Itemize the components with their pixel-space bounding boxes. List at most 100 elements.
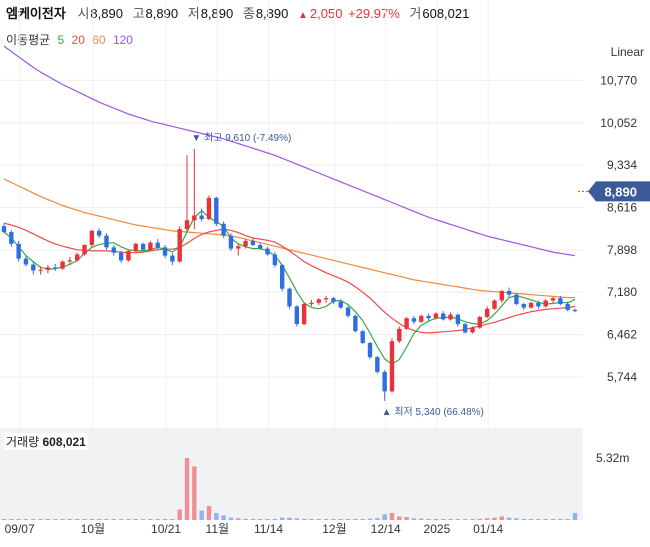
candle-body xyxy=(104,235,109,248)
volume-value: 608,021 xyxy=(422,6,470,21)
volume-bar xyxy=(170,519,175,520)
volume-bar xyxy=(279,517,285,520)
candle-body xyxy=(345,307,351,316)
volume-bar xyxy=(375,518,380,520)
candle-body xyxy=(272,254,278,266)
candle-body xyxy=(309,302,314,305)
volume-bar xyxy=(360,518,365,520)
candle-body xyxy=(572,309,578,312)
ma120-line xyxy=(3,45,576,257)
candle-body xyxy=(9,232,14,244)
volume-bar xyxy=(543,519,548,520)
volume-bar xyxy=(419,518,424,520)
volume-bar xyxy=(309,519,314,520)
ma-legend-60[interactable]: 60 xyxy=(92,33,106,47)
y-tick-label: 7,898 xyxy=(607,243,637,257)
candle-body xyxy=(353,315,358,332)
candle-body xyxy=(492,300,497,309)
volume-bar xyxy=(338,519,343,520)
candle-body xyxy=(470,327,475,333)
candle-body xyxy=(16,243,21,259)
candle-body xyxy=(448,314,453,320)
ma-legend-5[interactable]: 5 xyxy=(57,33,65,47)
open-label: 시 xyxy=(77,6,90,21)
ma-legend-20[interactable]: 20 xyxy=(71,33,85,47)
candle-body xyxy=(126,250,131,261)
volume-label: 거 xyxy=(409,6,422,21)
volume-bar xyxy=(448,519,453,520)
y-tick-label: 9,334 xyxy=(607,158,637,172)
volume-bar xyxy=(82,519,87,520)
volume-panel-bg xyxy=(0,428,583,520)
candle-body xyxy=(162,247,168,256)
ma-legend-120[interactable]: 120 xyxy=(112,33,133,47)
volume-bar xyxy=(353,518,358,520)
volume-bar xyxy=(528,519,534,520)
candle-body xyxy=(53,267,58,269)
candle-body xyxy=(419,315,424,322)
volume-bar xyxy=(411,518,417,520)
y-tick-label: 6,462 xyxy=(607,328,637,342)
candle-body xyxy=(199,215,204,220)
candle-body xyxy=(31,264,36,271)
candle-body xyxy=(1,226,7,233)
stock-header: 엠케이전자 시8,890 고8,890 저8,890 종8,890 ▲ 2,050… xyxy=(6,3,475,22)
candle-body xyxy=(67,260,73,262)
volume-bar xyxy=(367,518,373,520)
candle-body xyxy=(433,313,439,319)
candle-body xyxy=(338,301,343,308)
volume-bar xyxy=(148,519,153,520)
candle-body xyxy=(60,261,65,269)
volume-bar xyxy=(565,519,570,520)
scale-mode-toggle[interactable]: Linear xyxy=(610,45,644,59)
candle-body xyxy=(477,317,483,328)
volume-bar xyxy=(492,517,497,520)
volume-bar xyxy=(16,519,21,520)
candle-body xyxy=(214,197,219,224)
candle-body xyxy=(148,242,153,250)
volume-bar xyxy=(250,518,256,520)
candle-body xyxy=(236,246,241,249)
candle-body xyxy=(441,313,446,320)
volume-bar xyxy=(140,519,146,520)
volume-bar xyxy=(243,518,248,520)
candle-body xyxy=(528,302,534,308)
volume-bar xyxy=(38,519,43,520)
candle-body xyxy=(96,230,102,236)
volume-bar xyxy=(96,519,102,520)
volume-bar xyxy=(426,518,431,520)
x-tick-label: 12/14 xyxy=(371,522,401,536)
x-tick-label: 2025 xyxy=(424,522,451,536)
open-value: 8,890 xyxy=(90,6,123,21)
candle-body xyxy=(404,318,409,329)
volume-bar xyxy=(1,519,7,520)
candle-body xyxy=(484,308,490,318)
candle-body xyxy=(45,267,51,270)
volume-bar xyxy=(331,519,336,520)
candle-body xyxy=(323,298,329,300)
volume-bar xyxy=(382,514,387,520)
volume-bar xyxy=(104,519,109,520)
change-percent: +29.97% xyxy=(348,6,400,21)
candle-body xyxy=(133,243,138,251)
volume-bar xyxy=(228,517,234,520)
candle-body xyxy=(499,291,504,301)
candle-body xyxy=(426,315,431,319)
candle-body xyxy=(140,243,146,250)
candle-body xyxy=(23,258,29,265)
y-tick-label: 8,616 xyxy=(607,200,637,214)
volume-panel-label: 거래량 xyxy=(6,435,40,449)
volume-bar xyxy=(111,519,117,520)
volume-bar xyxy=(75,519,80,520)
volume-axis-label: 5.32m xyxy=(596,451,629,465)
high-annotation: ▼ 최고 9,610 (-7.49%) xyxy=(191,132,291,144)
y-tick-label: 10,770 xyxy=(600,73,637,87)
candle-body xyxy=(192,215,197,221)
high-label: 고 xyxy=(132,6,145,21)
volume-bar xyxy=(323,519,329,520)
volume-bar xyxy=(484,518,490,520)
volume-bar xyxy=(45,519,51,520)
candle-body xyxy=(155,242,160,248)
candle-body xyxy=(294,306,300,325)
